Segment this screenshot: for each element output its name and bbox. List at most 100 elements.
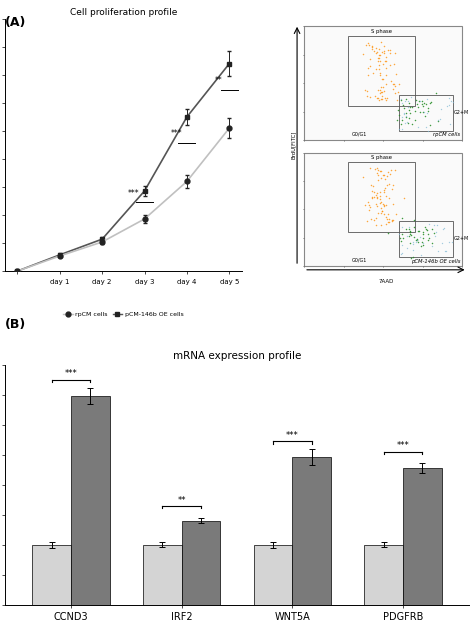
- Point: [382, 79, 390, 89]
- Point: [361, 85, 369, 95]
- Point: [402, 108, 410, 118]
- Point: [376, 187, 383, 197]
- Point: [366, 163, 374, 173]
- Point: [401, 118, 409, 129]
- Point: [391, 164, 399, 175]
- Point: [372, 199, 380, 209]
- Point: [386, 169, 393, 179]
- Point: [374, 93, 382, 103]
- Point: [388, 215, 395, 226]
- Point: [413, 100, 420, 110]
- Point: [383, 52, 390, 62]
- Point: [369, 68, 377, 78]
- Point: [372, 47, 379, 57]
- Point: [385, 217, 392, 227]
- Point: [400, 108, 408, 118]
- Point: [407, 92, 414, 102]
- Point: [407, 229, 414, 239]
- Text: 7AAD: 7AAD: [379, 278, 394, 284]
- Point: [385, 178, 393, 188]
- Point: [394, 88, 401, 98]
- Point: [422, 122, 430, 132]
- Point: [380, 202, 388, 212]
- Point: [367, 180, 374, 190]
- Point: [368, 192, 376, 202]
- Point: [402, 224, 410, 234]
- Point: [373, 168, 381, 178]
- Point: [399, 248, 406, 258]
- Point: [449, 97, 456, 107]
- Point: [410, 239, 417, 249]
- Point: [374, 85, 382, 95]
- Point: [374, 164, 382, 175]
- Point: [406, 238, 414, 248]
- Point: [390, 79, 397, 89]
- Point: [412, 235, 420, 245]
- Point: [414, 122, 422, 132]
- Point: [419, 101, 427, 111]
- Point: [361, 200, 368, 210]
- Point: [401, 193, 408, 203]
- Point: [397, 249, 404, 259]
- Point: [419, 96, 426, 106]
- Point: [414, 102, 422, 112]
- Point: [376, 55, 384, 66]
- Point: [374, 93, 381, 103]
- Point: [410, 232, 418, 242]
- Point: [408, 101, 416, 112]
- Point: [435, 115, 442, 125]
- Point: [377, 173, 385, 183]
- Point: [383, 180, 391, 190]
- Point: [419, 227, 427, 238]
- Point: [380, 46, 388, 56]
- Point: [407, 230, 414, 240]
- Point: [379, 82, 387, 92]
- Point: [411, 106, 419, 116]
- Point: [380, 209, 388, 219]
- Point: [419, 229, 427, 239]
- Point: [425, 235, 432, 245]
- Point: [413, 234, 421, 244]
- Point: [426, 98, 434, 108]
- Bar: [399, 220, 453, 257]
- Legend: rpCM cells, pCM-146b OE cells: rpCM cells, pCM-146b OE cells: [61, 309, 186, 320]
- Point: [424, 94, 431, 105]
- Point: [377, 203, 385, 213]
- Point: [372, 220, 379, 231]
- Point: [408, 253, 415, 263]
- Point: [428, 238, 436, 248]
- Point: [391, 88, 399, 98]
- Text: **: **: [215, 76, 222, 85]
- Point: [377, 207, 385, 217]
- Point: [363, 40, 370, 50]
- Point: [405, 222, 412, 232]
- Point: [402, 112, 410, 122]
- Point: [382, 212, 389, 222]
- Point: [372, 91, 379, 101]
- Point: [402, 112, 410, 122]
- Point: [366, 202, 374, 212]
- Point: [411, 115, 419, 125]
- Point: [376, 50, 384, 60]
- Point: [365, 38, 372, 48]
- Point: [378, 86, 386, 96]
- Point: [371, 164, 378, 175]
- Point: [416, 106, 424, 117]
- Point: [376, 85, 384, 95]
- Point: [410, 215, 418, 225]
- Point: [447, 96, 455, 106]
- Point: [423, 108, 431, 118]
- Point: [418, 249, 425, 260]
- Point: [393, 94, 401, 105]
- Point: [410, 222, 418, 232]
- Point: [419, 107, 427, 117]
- Point: [381, 93, 388, 103]
- Point: [427, 96, 435, 106]
- Text: ***: ***: [286, 432, 299, 440]
- Bar: [71, 396, 110, 605]
- Point: [393, 115, 401, 125]
- Point: [378, 206, 385, 216]
- Point: [404, 117, 411, 127]
- Point: [369, 193, 376, 203]
- Point: [374, 175, 382, 185]
